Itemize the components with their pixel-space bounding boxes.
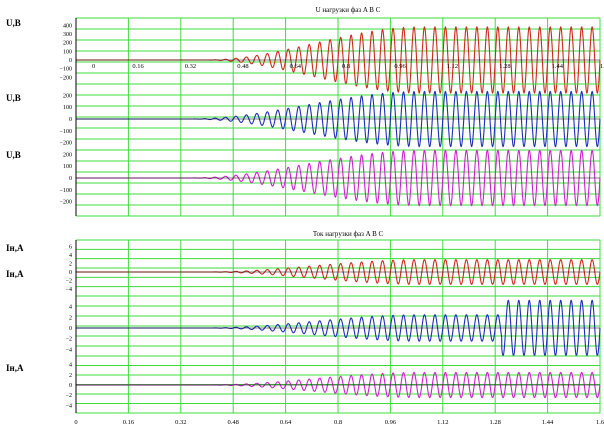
chart-title: Ток нагрузки фаз A B C [313,230,384,238]
y-tick-label: 0 [69,117,72,123]
chart-0: U нагрузки фаз A B C U,В 400 300 200 100 0 −100… [6,6,604,217]
y-tick-label: 300 [63,32,72,38]
y-tick-label: −2 [66,337,72,343]
x-tick-label: 1.12 [437,419,448,426]
x-tick-label: 0 [74,419,77,426]
x-tick-label: 1.6 [600,63,604,70]
y-axis-label: U,В [6,93,21,103]
x-tick-label: 0.8 [342,63,350,70]
x-tick-label: 0 [92,63,95,70]
panel-2: Iн,А 4 2 0 −2 −4 [6,355,601,414]
y-tick-label: −200 [60,200,72,206]
y-axis-label: U,В [6,150,21,160]
y-tick-label: −4 [66,287,72,293]
y-tick-label: 0 [69,326,72,332]
y-tick-label: 6 [69,245,72,251]
x-tick-label: 0.96 [394,63,406,70]
x-tick-label: 0.48 [228,419,239,426]
y-tick-label: 0 [69,176,72,182]
x-tick-label: 1.44 [542,419,554,426]
x-tick-label: 0.32 [185,63,196,70]
y-tick-label: 4 [69,253,72,259]
panel-2: U,В 200 100 0 −100 −200 [6,149,601,217]
y-axis-label: Iн,А [6,363,24,373]
y-tick-label: −100 [60,67,72,73]
panel-0: Iн,А 6 4 2 0 −2 −4 [6,239,601,297]
y-tick-label: −200 [60,75,72,81]
x-tick-label: 0.32 [175,419,186,426]
chart-title: U нагрузки фаз A B C [316,6,381,14]
y-tick-label: 2 [69,315,72,321]
y-tick-label: 4 [69,305,72,311]
y-tick-label: 100 [63,164,72,170]
y-tick-label: 4 [69,363,72,369]
y-tick-label: −200 [60,141,72,147]
y-tick-label: 200 [63,93,72,99]
x-tick-label: 1.28 [499,63,510,70]
x-tick-label: 1.6 [596,419,604,426]
y-tick-label: −2 [66,393,72,399]
x-tick-label: 0.16 [132,63,144,70]
y-tick-label: 400 [63,23,72,29]
panel-1: U,В 200 100 0 −100 −200 [6,83,601,151]
x-tick-label: 1.44 [552,63,564,70]
x-tick-label: 0.64 [280,419,292,426]
y-tick-label: 100 [63,105,72,111]
y-tick-label: 0 [69,270,72,276]
y-tick-label: 0 [69,383,72,389]
x-tick-label: 1.28 [490,419,501,426]
panel-1: Iн,А 4 2 0 −2 −4 [6,269,601,357]
y-tick-label: 2 [69,262,72,268]
y-tick-label: −100 [60,129,72,135]
y-tick-label: 200 [63,152,72,158]
y-tick-label: 100 [63,49,72,55]
x-tick-label: 0.96 [385,419,397,426]
y-axis-label: Iн,А [6,269,24,279]
chart-1: Ток нагрузки фаз A B C Iн,А 6 4 2 0 −2 −4 Iн,А 4 2… [6,230,604,426]
y-tick-label: 2 [69,373,72,379]
y-axis-label: Iн,А [6,243,24,253]
y-tick-label: 0 [69,58,72,64]
y-tick-label: −100 [60,188,72,194]
y-tick-label: −4 [66,403,72,409]
x-tick-label: 1.12 [447,63,458,70]
y-axis-label: U,В [6,18,21,28]
x-tick-label: 0.8 [334,419,342,426]
x-tick-label: 0.16 [123,419,135,426]
x-tick-label: 0.48 [237,63,248,70]
y-tick-label: −2 [66,278,72,284]
y-tick-label: −4 [66,347,72,353]
panel-0: U,В 400 300 200 100 0 −100 −200 [6,17,601,94]
y-tick-label: 200 [63,41,72,47]
x-tick-label: 0.64 [290,63,302,70]
